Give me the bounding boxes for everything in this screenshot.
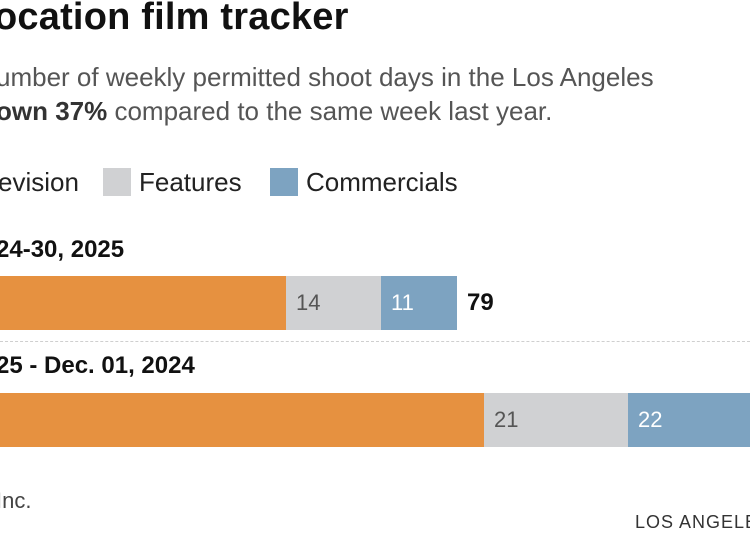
bar-2024-commercials: 22: [628, 393, 750, 447]
legend: evision Features Commercials: [0, 164, 750, 200]
chart-subtitle: umber of weekly permitted shoot days in …: [0, 60, 654, 128]
row-label-2024: 25 - Dec. 01, 2024: [0, 352, 195, 379]
legend-swatch-commercials: [270, 168, 298, 196]
source-note: Inc.: [0, 488, 32, 513]
subtitle-line-2: own 37% compared to the same week last y…: [0, 94, 654, 128]
legend-item-television: evision: [0, 164, 79, 200]
bar-2025-television: [0, 276, 286, 330]
bar-2025-commercials: 11: [381, 276, 457, 330]
bar-label-2024-commercials: 22: [638, 407, 663, 432]
bar-2025-features: 14: [286, 276, 381, 330]
subtitle-highlight: own 37%: [0, 96, 108, 126]
bar-label-2025-features: 14: [296, 290, 321, 315]
legend-swatch-features: [103, 168, 131, 196]
legend-label-television: evision: [0, 166, 79, 197]
subtitle-line-1: umber of weekly permitted shoot days in …: [0, 62, 654, 92]
row-label-2025: 24-30, 2025: [0, 236, 125, 263]
legend-item-features: Features: [103, 164, 242, 200]
bar-2024-features: 21: [484, 393, 628, 447]
row-divider: [0, 341, 750, 342]
bar-label-2024-features: 21: [494, 407, 519, 432]
legend-label-features: Features: [139, 166, 242, 197]
legend-label-commercials: Commercials: [306, 166, 458, 197]
chart-title: ocation film tracker: [0, 0, 349, 38]
bar-total-2025: 79: [467, 289, 494, 316]
subtitle-rest: compared to the same week last year.: [107, 96, 553, 126]
legend-item-commercials: Commercials: [270, 164, 458, 200]
bar-label-2025-commercials: 11: [391, 290, 414, 315]
bar-2024-television: [0, 393, 484, 447]
credit-logo: LOS ANGELE: [635, 512, 750, 532]
